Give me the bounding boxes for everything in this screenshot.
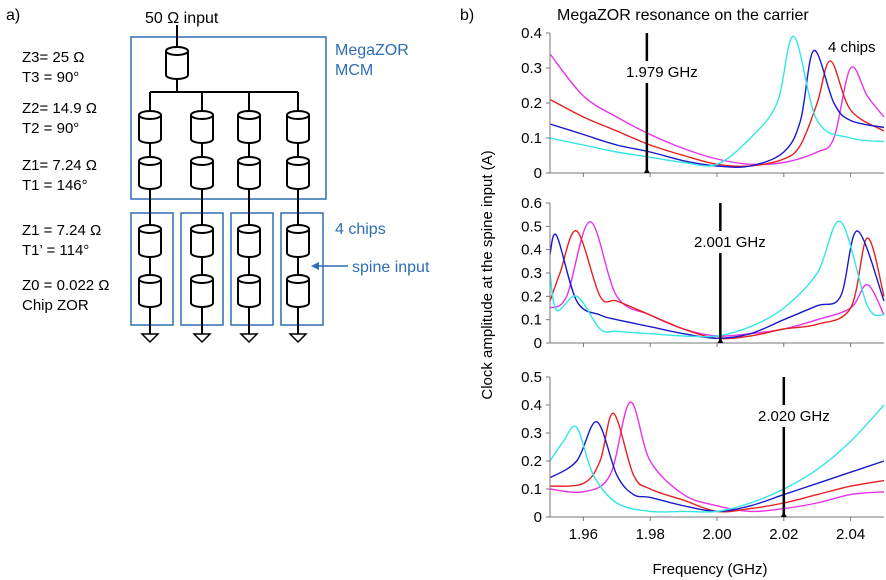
y-tick-label: 0.2	[521, 95, 542, 112]
panel-a-diagram: a) 50 Ω input MegaZOR MCM 4 chips spine …	[6, 7, 430, 343]
tline-z1-1	[138, 156, 162, 190]
chip-box-4	[280, 212, 324, 326]
tline-z0-3	[237, 274, 261, 308]
y-axis-label: Clock amplitude at the spine input (A)	[479, 150, 496, 399]
tline-z3	[165, 46, 189, 80]
input-label: 50 Ω input	[145, 10, 219, 27]
tline-z1p-3	[237, 224, 261, 258]
marker-arrow-1	[643, 168, 650, 173]
tline-z0-4	[286, 274, 310, 308]
subplot-1: 0 0.1 0.2 0.3 0.4 1.979 GHz	[521, 25, 885, 182]
x-tick-label: 2.04	[836, 526, 865, 543]
y-tick-label: 0.5	[521, 369, 542, 386]
marker-label-bg-2	[690, 231, 772, 253]
chip-box-3	[230, 212, 274, 326]
series-magenta-3	[549, 401, 885, 513]
tline-z1-3	[237, 156, 261, 190]
y-tick-label: 0.3	[521, 425, 542, 442]
spine-input-arrow	[311, 262, 348, 270]
marker-arrow-3	[780, 512, 787, 517]
chip-box-1	[130, 212, 174, 326]
z0-label: Z0 = 0.022 Ω	[22, 277, 110, 294]
marker-label-bg-3	[754, 405, 836, 427]
z3-label: Z3= 25 Ω	[22, 49, 85, 66]
subplot-3: 0 0.1 0.2 0.3 0.4 0.5 1.96 1.98 2.00 2.02 2.04 2.02…	[521, 369, 885, 543]
t1-prime-label: T1’ = 114°	[22, 242, 89, 259]
y-tick-label: 0.4	[521, 242, 542, 259]
series-red-1	[549, 60, 885, 168]
mcm-box	[130, 36, 327, 200]
marker-arrow-2	[717, 338, 724, 343]
y-tick-label: 0.1	[521, 312, 542, 329]
tline-z0-2	[190, 274, 214, 308]
t2-label: T2 = 90°	[22, 120, 79, 137]
tline-z1p-2	[190, 224, 214, 258]
ground-symbol-2	[193, 333, 211, 343]
ground-symbol-3	[240, 333, 258, 343]
series-red-3	[549, 412, 885, 513]
y-tick-label: 0	[534, 165, 542, 182]
y-tick-label: 0.1	[521, 130, 542, 147]
x-tick-label: 2.02	[769, 526, 798, 543]
z1-prime-label: Z1 = 7.24 Ω	[22, 222, 101, 239]
tline-z2-3	[237, 110, 261, 144]
marker-label-2: 2.001 GHz	[694, 234, 766, 251]
y-tick-label: 0.2	[521, 453, 542, 470]
tline-z1p-4	[286, 224, 310, 258]
marker-label-3: 2.020 GHz	[758, 408, 830, 425]
ground-symbol-4	[289, 333, 307, 343]
z1-label: Z1= 7.24 Ω	[22, 157, 97, 174]
chips-label: 4 chips	[335, 221, 386, 238]
series-cyan-3	[549, 404, 885, 513]
ground-symbol-1	[141, 333, 159, 343]
series-blue-3	[549, 421, 885, 513]
tline-z1-2	[190, 156, 214, 190]
tline-z2-2	[190, 110, 214, 144]
x-tick-label: 1.96	[569, 526, 598, 543]
t3-label: T3 = 90°	[22, 69, 79, 86]
x-tick-label: 1.98	[636, 526, 665, 543]
chart-title: MegaZOR resonance on the carrier	[557, 7, 809, 24]
y-tick-label: 0.4	[521, 397, 542, 414]
panel-a-label: a)	[6, 7, 20, 24]
tline-z1p-1	[138, 224, 162, 258]
tline-z2-4	[286, 110, 310, 144]
series-cyan-1	[549, 35, 885, 167]
spine-input-label: spine input	[352, 259, 430, 276]
y-tick-label: 0.3	[521, 265, 542, 282]
series-cyan-2	[549, 220, 885, 338]
series-red-2	[549, 230, 885, 340]
marker-label-bg-1	[622, 61, 704, 83]
y-tick-label: 0.2	[521, 288, 542, 305]
series-blue-1	[549, 49, 885, 168]
tline-z1-4	[286, 156, 310, 190]
series-magenta-1	[549, 53, 885, 166]
tline-z0-1	[138, 274, 162, 308]
panel-b-chart: b) MegaZOR resonance on the carrier Cloc…	[460, 7, 885, 578]
y-tick-label: 0.3	[521, 60, 542, 77]
y-tick-label: 0.1	[521, 481, 542, 498]
marker-label-1: 1.979 GHz	[626, 64, 698, 81]
mcm-label-2: MCM	[335, 62, 373, 79]
y-tick-label: 0	[534, 509, 542, 526]
tline-z2-1	[138, 110, 162, 144]
mcm-label-1: MegaZOR	[335, 42, 409, 59]
panel-b-label: b)	[460, 7, 474, 24]
x-axis-label: Frequency (GHz)	[652, 561, 767, 578]
chip-zor-label: Chip ZOR	[22, 297, 89, 314]
y-tick-label: 0.6	[521, 195, 542, 212]
y-tick-label: 0	[534, 335, 542, 352]
y-tick-label: 0.4	[521, 25, 542, 42]
t1-label: T1 = 146°	[22, 177, 88, 194]
subplot-2: 0 0.1 0.2 0.3 0.4 0.5 0.6 2.001 GHz	[521, 195, 885, 352]
y-tick-label: 0.5	[521, 218, 542, 235]
x-tick-label: 2.00	[702, 526, 731, 543]
chips-note: 4 chips	[828, 39, 876, 56]
z2-label: Z2= 14.9 Ω	[22, 100, 97, 117]
subplots: 0 0.1 0.2 0.3 0.4 1.979 GHz 0 0.1 0.2 0.3 0.4 0.5 0.…	[521, 25, 885, 543]
